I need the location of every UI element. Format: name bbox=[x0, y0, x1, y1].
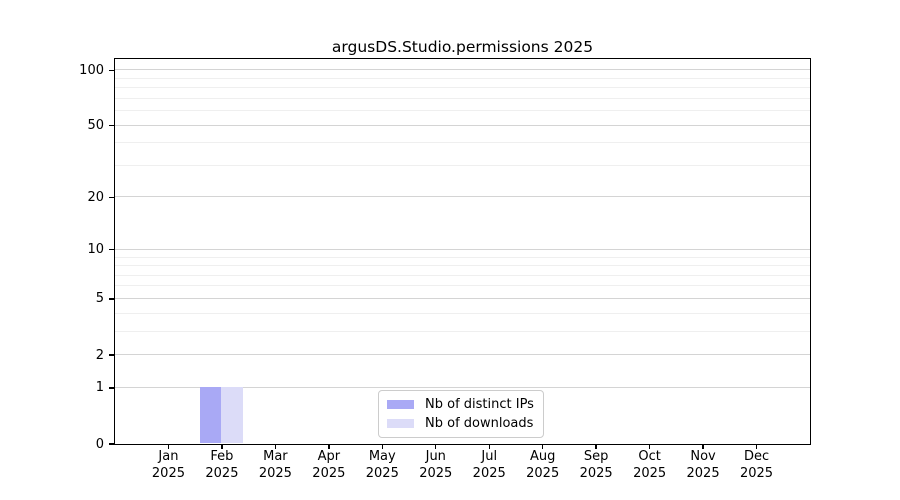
y-tick-label: 10 bbox=[87, 242, 104, 258]
y-tick-mark bbox=[109, 124, 114, 127]
y-tick-label: 50 bbox=[87, 118, 104, 134]
x-tick-mark bbox=[595, 444, 597, 449]
legend-label: Nb of distinct IPs bbox=[425, 396, 534, 412]
y-gridline-minor bbox=[114, 274, 810, 276]
y-gridline-minor bbox=[114, 285, 810, 287]
x-tick-month: Sep bbox=[583, 449, 609, 464]
x-tick-label: Sep 2025 bbox=[566, 449, 626, 482]
x-tick-mark bbox=[435, 444, 437, 449]
x-tick-year: 2025 bbox=[686, 465, 720, 481]
x-tick-month: Apr bbox=[317, 449, 341, 464]
y-tick-mark bbox=[109, 196, 114, 199]
y-gridline-minor bbox=[114, 164, 810, 166]
x-tick-mark bbox=[648, 444, 651, 449]
y-tick-mark bbox=[109, 69, 114, 71]
y-tick-label: 5 bbox=[95, 291, 104, 307]
plot-area bbox=[113, 57, 811, 445]
x-tick-year: 2025 bbox=[312, 465, 346, 481]
x-tick-month: Feb bbox=[210, 449, 234, 464]
legend: Nb of distinct IPs Nb of downloads bbox=[378, 390, 544, 438]
chart-title: argusDS.Studio.permissions 2025 bbox=[331, 38, 594, 56]
y-gridline-minor bbox=[114, 330, 810, 332]
legend-label: Nb of downloads bbox=[425, 415, 534, 431]
x-tick-label: Apr 2025 bbox=[299, 449, 359, 482]
x-tick-label: Oct 2025 bbox=[620, 449, 680, 482]
x-tick-month: May bbox=[368, 449, 396, 464]
x-tick-mark bbox=[702, 444, 704, 449]
x-tick-mark bbox=[488, 444, 490, 449]
y-tick-mark bbox=[109, 298, 114, 300]
legend-swatch bbox=[387, 418, 414, 428]
y-tick-mark bbox=[109, 354, 114, 356]
y-gridline-minor bbox=[114, 110, 810, 112]
y-tick-label: 20 bbox=[87, 189, 104, 205]
x-tick-label: Jun 2025 bbox=[406, 449, 466, 482]
y-gridline-major bbox=[114, 124, 810, 126]
y-gridline-major bbox=[114, 69, 810, 71]
x-tick-year: 2025 bbox=[151, 465, 185, 481]
x-tick-mark bbox=[221, 444, 223, 449]
x-tick-year: 2025 bbox=[472, 465, 506, 481]
x-tick-mark bbox=[381, 444, 383, 449]
x-tick-mark bbox=[274, 444, 277, 449]
x-tick-label: Mar 2025 bbox=[245, 449, 305, 482]
y-gridline-minor bbox=[114, 256, 810, 258]
x-tick-month: Mar bbox=[263, 449, 288, 464]
x-tick-month: Nov bbox=[690, 449, 716, 464]
y-gridline-major bbox=[114, 386, 810, 388]
legend-entry: Nb of downloads bbox=[387, 415, 534, 431]
y-tick-mark bbox=[109, 387, 114, 389]
y-gridline-major bbox=[114, 354, 810, 356]
y-gridline-major bbox=[114, 248, 810, 250]
y-tick-label: 2 bbox=[95, 347, 104, 363]
legend-entry: Nb of distinct IPs bbox=[387, 396, 534, 412]
bar-nb-of-distinct-ips bbox=[200, 387, 222, 444]
y-gridline-minor bbox=[114, 142, 810, 144]
x-tick-year: 2025 bbox=[579, 465, 613, 481]
x-tick-month: Aug bbox=[529, 449, 556, 464]
x-tick-month: Jun bbox=[425, 449, 446, 464]
y-gridline-major bbox=[114, 196, 810, 198]
x-tick-mark bbox=[755, 444, 758, 449]
x-tick-label: Feb 2025 bbox=[192, 449, 252, 482]
x-tick-month: Oct bbox=[638, 449, 661, 464]
x-tick-label: May 2025 bbox=[352, 449, 412, 482]
y-tick-label: 0 bbox=[95, 436, 104, 452]
legend-swatch bbox=[387, 399, 414, 409]
x-tick-month: Jan bbox=[158, 449, 179, 464]
y-tick-label: 100 bbox=[79, 62, 104, 78]
x-tick-label: Aug 2025 bbox=[513, 449, 573, 482]
bar-nb-of-downloads bbox=[221, 387, 243, 444]
x-tick-mark bbox=[328, 444, 330, 449]
x-tick-label: Jan 2025 bbox=[138, 449, 198, 482]
y-gridline-minor bbox=[114, 265, 810, 267]
x-tick-year: 2025 bbox=[365, 465, 399, 481]
y-gridline-minor bbox=[114, 97, 810, 99]
y-tick-mark bbox=[109, 249, 114, 251]
x-tick-mark bbox=[167, 444, 170, 449]
x-tick-year: 2025 bbox=[526, 465, 560, 481]
x-tick-year: 2025 bbox=[205, 465, 239, 481]
x-tick-month: Jul bbox=[481, 449, 498, 464]
y-gridline-minor bbox=[114, 77, 810, 79]
x-tick-label: Nov 2025 bbox=[673, 449, 733, 482]
y-gridline-minor bbox=[114, 312, 810, 314]
y-gridline-minor bbox=[114, 87, 810, 89]
y-tick-mark bbox=[109, 443, 114, 445]
x-tick-year: 2025 bbox=[258, 465, 292, 481]
x-tick-mark bbox=[541, 444, 544, 449]
x-tick-year: 2025 bbox=[739, 465, 774, 481]
y-tick-label: 1 bbox=[95, 380, 104, 396]
x-tick-label: Dec 2025 bbox=[727, 449, 787, 482]
x-tick-label: Jul 2025 bbox=[459, 449, 519, 482]
x-tick-month: Dec bbox=[743, 449, 770, 464]
y-gridline-major bbox=[114, 297, 810, 299]
x-tick-year: 2025 bbox=[419, 465, 453, 481]
x-tick-year: 2025 bbox=[633, 465, 667, 481]
